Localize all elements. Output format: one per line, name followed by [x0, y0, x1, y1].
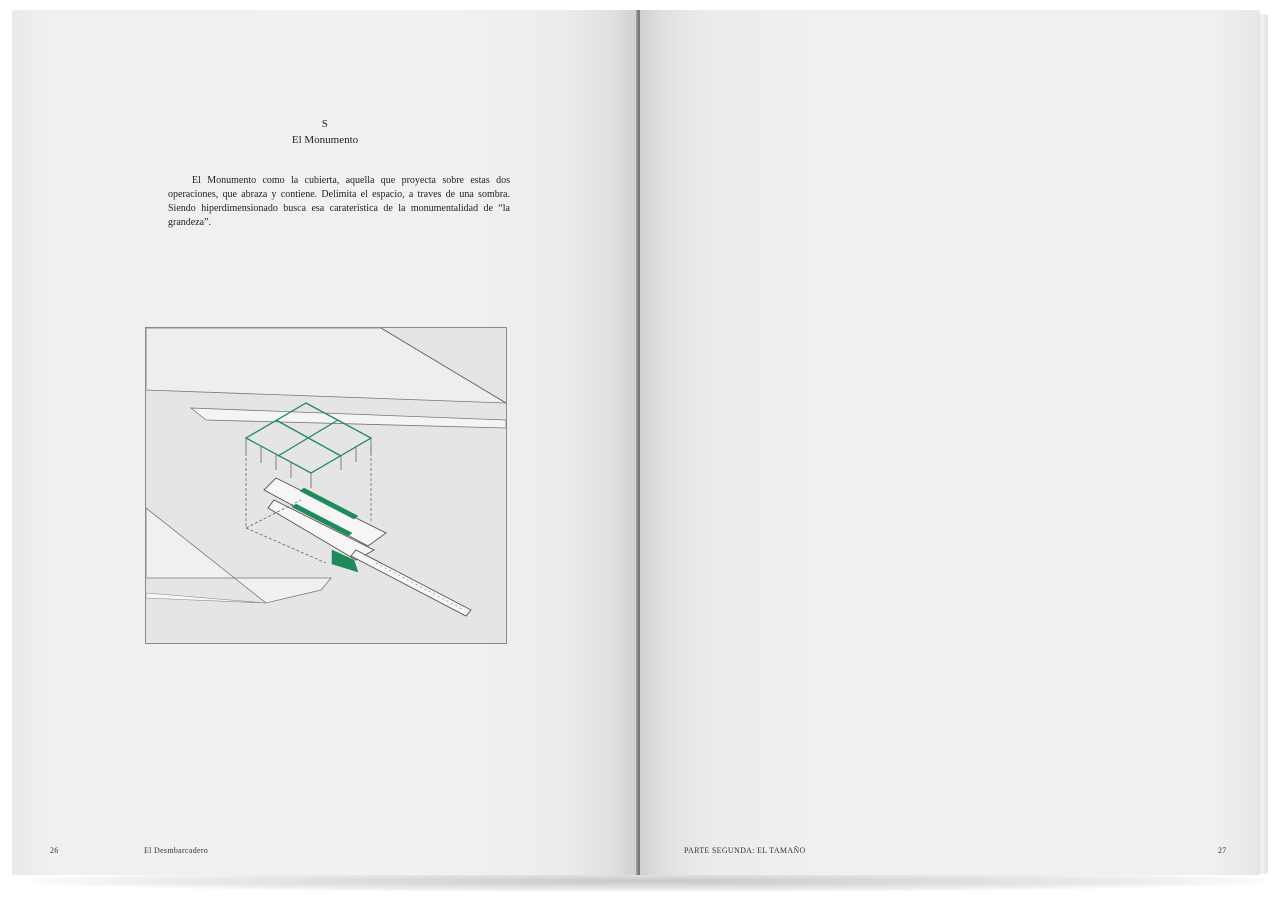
axonometric-drawing [146, 328, 506, 643]
book-gutter [636, 10, 642, 875]
page-number-right: 27 [1218, 846, 1227, 855]
running-title-left: El Desmbarcadero [144, 846, 209, 855]
page-number-left: 26 [50, 846, 59, 855]
book-shadow [30, 870, 1265, 892]
right-page: PARTE SEGUNDA: EL TAMAÑO 27 [640, 10, 1260, 875]
section-letter: S [321, 118, 329, 130]
running-title-right: PARTE SEGUNDA: EL TAMAÑO [684, 846, 806, 855]
page-edge [1258, 14, 1268, 874]
body-paragraph: El Monumento como la cubierta, aquella q… [168, 175, 510, 228]
axonometric-illustration [145, 327, 507, 644]
left-page: S El Monumento El Monumento como la cubi… [12, 10, 638, 875]
section-title: El Monumento [291, 134, 359, 146]
